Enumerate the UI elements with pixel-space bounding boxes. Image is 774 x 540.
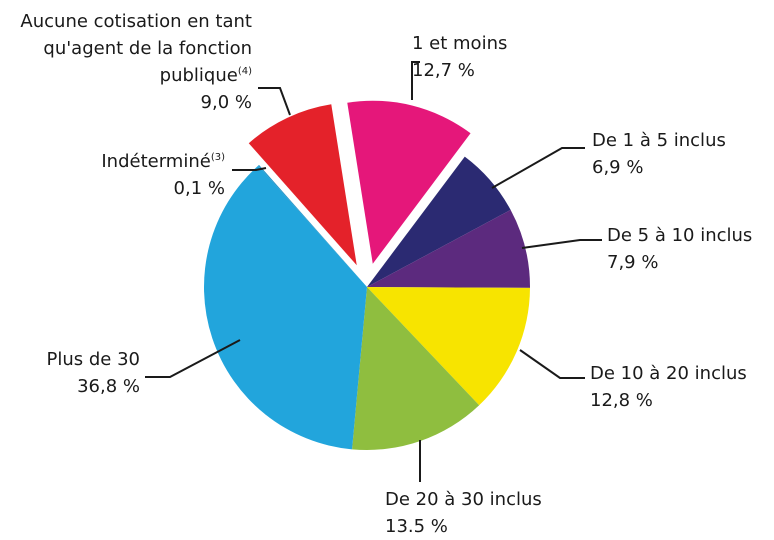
leader-line: [491, 147, 585, 189]
category-label: 1 et moins: [412, 33, 508, 54]
leader-line: [258, 87, 291, 116]
leader-line: [232, 167, 267, 171]
slice-label: De 5 à 10 inclus 7,9 %: [607, 222, 752, 276]
value-label: 36,8 %: [77, 376, 140, 397]
pie-slice: [258, 164, 367, 287]
slice-label: De 20 à 30 inclus 13.5 %: [385, 486, 542, 540]
value-label: 9,0 %: [200, 92, 252, 113]
footnote-ref: (4): [237, 66, 252, 77]
category-label: De 20 à 30 inclus: [385, 489, 542, 510]
pie-slice: [367, 209, 530, 288]
pie-slice: [347, 100, 471, 264]
value-label: 7,9 %: [607, 252, 659, 273]
value-label: 13.5 %: [385, 516, 448, 537]
value-label: 12,7 %: [412, 60, 475, 81]
value-label: 12,8 %: [590, 390, 653, 411]
pie-slice: [248, 104, 357, 266]
slice-label: Aucune cotisation en tant qu'agent de la…: [2, 8, 252, 116]
category-label: Indéterminé: [101, 151, 211, 172]
footnote-ref: (3): [210, 152, 225, 163]
leader-line: [519, 349, 585, 379]
leader-line: [411, 61, 420, 100]
slice-label: Indéterminé(3) 0,1 %: [101, 148, 225, 202]
category-label: De 5 à 10 inclus: [607, 225, 753, 246]
pie-slice: [203, 165, 367, 450]
category-label: De 1 à 5 inclus: [592, 130, 726, 151]
category-label: Aucune cotisation en tant qu'agent de la…: [20, 11, 252, 86]
category-label: De 10 à 20 inclus: [590, 363, 747, 384]
slice-label: De 1 à 5 inclus 6,9 %: [592, 127, 726, 181]
leader-line: [521, 239, 602, 249]
slice-label: Plus de 30 36,8 %: [47, 346, 141, 400]
value-label: 0,1 %: [173, 178, 225, 199]
slice-label: 1 et moins 12,7 %: [412, 30, 507, 84]
pie-slice: [367, 156, 511, 287]
slice-label: De 10 à 20 inclus 12,8 %: [590, 360, 747, 414]
pie-slice: [352, 287, 480, 450]
leader-line: [145, 339, 241, 378]
value-label: 6,9 %: [592, 157, 644, 178]
pie-slice: [367, 287, 530, 406]
category-label: Plus de 30: [46, 349, 141, 370]
